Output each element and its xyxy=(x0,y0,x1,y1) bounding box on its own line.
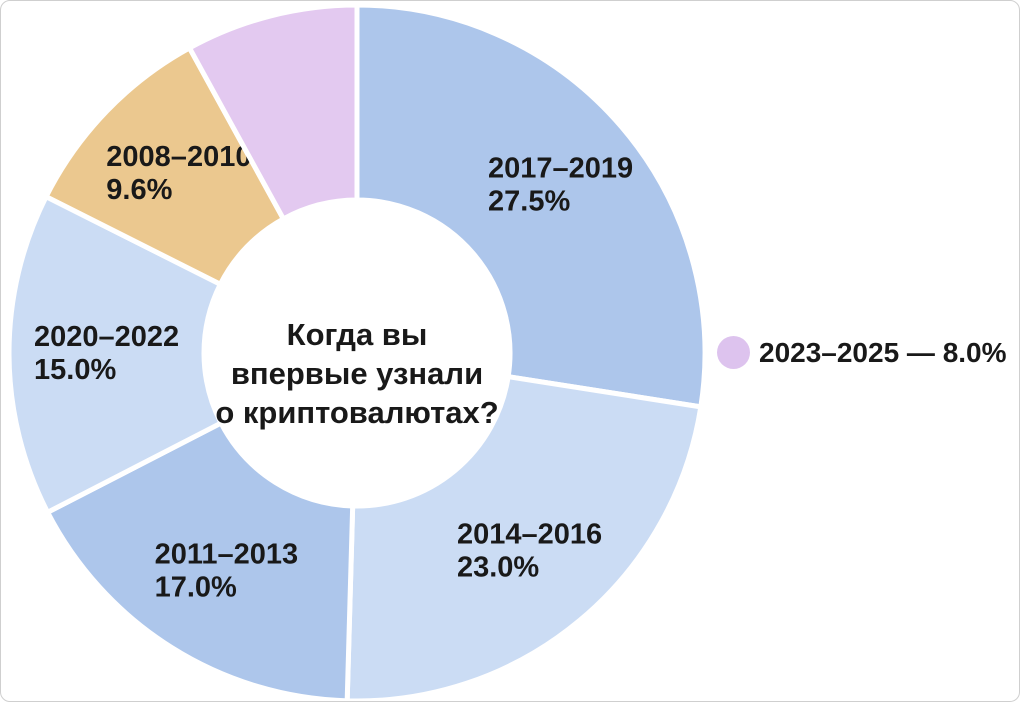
legend: 2023–2025 — 8.0% xyxy=(717,336,1007,369)
slice-label-2014-2016: 2014–2016 23.0% xyxy=(457,518,602,583)
pie-segment-2011-2013 xyxy=(44,419,356,701)
chart-center-title: Когда вы впервые узнали о криптовалютах? xyxy=(215,317,498,430)
pie-segment-2017-2019 xyxy=(354,2,708,410)
legend-label: 2023–2025 — 8.0% xyxy=(759,336,1007,368)
slice-label-2011-2013: 2011–2013 17.0% xyxy=(155,538,299,603)
slice-label-2008-2010: 2008–2010 9.6% xyxy=(106,141,251,206)
legend-dot-2023-2025 xyxy=(717,336,750,369)
slice-label-2017-2019: 2017–2019 27.5% xyxy=(488,152,633,217)
pie-segment-2014-2016 xyxy=(344,373,704,701)
pie-segment-2008-2010 xyxy=(42,44,287,288)
slice-label-2020-2022: 2020–2022 15.0% xyxy=(34,321,179,386)
pie-segment-2023-2025 xyxy=(186,2,360,223)
pie-segment-2020-2022 xyxy=(6,193,225,516)
